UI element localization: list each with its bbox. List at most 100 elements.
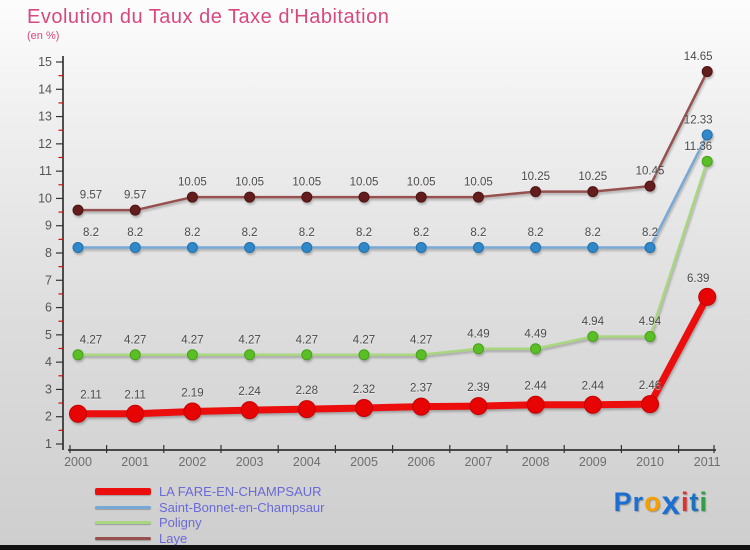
- data-point-marker: [472, 242, 484, 254]
- value-label: 4.27: [124, 334, 146, 346]
- data-point-marker: [72, 242, 84, 254]
- data-point-marker: [701, 66, 713, 78]
- data-point-marker: [186, 349, 198, 361]
- data-point-marker: [126, 404, 145, 423]
- value-label: 14.65: [684, 51, 713, 63]
- y-tick-label: 13: [38, 110, 52, 124]
- series-2: [72, 155, 713, 361]
- value-label: 4.94: [582, 316, 605, 328]
- value-label: 2.19: [181, 388, 203, 400]
- x-tick-label: 2002: [178, 455, 206, 469]
- value-label: 2.28: [296, 385, 318, 397]
- legend-item: Laye: [95, 531, 324, 547]
- data-point-marker: [358, 191, 370, 203]
- y-tick-label: 8: [45, 246, 52, 260]
- x-tick-label: 2001: [121, 455, 149, 469]
- legend-item: LA FARE-EN-CHAMPSAUR: [95, 484, 324, 500]
- data-point-marker: [469, 397, 488, 416]
- legend-label: Saint-Bonnet-en-Champsaur: [159, 499, 325, 515]
- value-label: 8.2: [299, 227, 315, 239]
- logo-letter: i: [699, 487, 708, 517]
- data-point-marker: [129, 204, 141, 216]
- x-tick-label: 2006: [407, 455, 435, 469]
- y-tick-label: 3: [45, 382, 52, 396]
- bottom-border-bar: [0, 545, 750, 550]
- value-label: 2.44: [582, 381, 605, 393]
- legend-label: Poligny: [159, 515, 202, 531]
- value-label: 8.2: [127, 227, 143, 239]
- x-tick-label: 2005: [350, 455, 378, 469]
- legend-swatch-blue-line: [95, 505, 151, 509]
- data-point-marker: [129, 242, 141, 254]
- logo-letter: t: [689, 487, 700, 517]
- legend-item: Saint-Bonnet-en-Champsaur: [95, 500, 324, 516]
- data-point-marker: [472, 343, 484, 355]
- x-tick-label: 2000: [64, 455, 92, 469]
- value-label: 4.94: [639, 316, 662, 328]
- data-point-marker: [301, 242, 313, 254]
- value-label: 2.46: [639, 380, 661, 392]
- value-label: 10.05: [407, 177, 436, 189]
- data-point-marker: [412, 397, 431, 416]
- data-point-marker: [301, 191, 313, 203]
- value-label: 8.2: [470, 227, 486, 239]
- data-point-marker: [472, 191, 484, 203]
- y-tick-label: 15: [38, 55, 52, 69]
- value-label: 10.05: [235, 177, 264, 189]
- y-tick-label: 10: [38, 191, 52, 205]
- data-point-marker: [415, 242, 427, 254]
- logo-letter: r: [632, 487, 645, 517]
- value-label: 8.2: [528, 227, 544, 239]
- logo-letter: P: [613, 487, 633, 517]
- data-point-marker: [358, 349, 370, 361]
- data-point-marker: [69, 404, 87, 423]
- series-line: [76, 133, 709, 249]
- data-point-marker: [301, 349, 313, 361]
- data-point-marker: [698, 287, 717, 306]
- data-point-marker: [244, 191, 256, 203]
- data-point-marker: [587, 242, 599, 254]
- y-tick-label: 9: [45, 219, 52, 233]
- data-point-marker: [244, 349, 256, 361]
- series-line: [76, 70, 709, 212]
- x-tick-label: 2007: [464, 455, 492, 469]
- value-label: 2.32: [353, 384, 375, 396]
- data-point-marker: [644, 330, 656, 342]
- y-tick-label: 11: [39, 164, 52, 178]
- series-0: [69, 287, 717, 423]
- value-label: 8.2: [83, 227, 99, 239]
- value-label: 4.49: [467, 328, 489, 340]
- legend-label: Laye: [159, 530, 188, 546]
- legend-item: Poligny: [95, 515, 324, 531]
- legend-swatch-brown-line: [95, 536, 151, 540]
- y-tick-label: 7: [45, 273, 52, 287]
- value-label: 8.2: [413, 227, 429, 239]
- data-point-marker: [186, 191, 198, 203]
- value-label: 4.27: [238, 334, 260, 346]
- data-point-marker: [186, 242, 198, 254]
- data-point-marker: [644, 242, 656, 254]
- page-title: Evolution du Taux de Taxe d'Habitation: [27, 6, 390, 28]
- data-point-marker: [297, 400, 316, 419]
- x-tick-label: 2004: [293, 455, 321, 469]
- data-point-marker: [530, 186, 542, 198]
- value-label: 4.27: [410, 334, 432, 346]
- data-point-marker: [526, 395, 545, 414]
- legend-swatch-red-line: [95, 488, 151, 496]
- value-label: 8.2: [642, 227, 658, 239]
- value-label: 9.57: [124, 190, 146, 202]
- value-label: 10.05: [350, 177, 379, 189]
- data-point-marker: [587, 330, 599, 342]
- data-point-marker: [701, 155, 713, 167]
- data-point-marker: [530, 242, 542, 254]
- data-point-marker: [72, 204, 84, 216]
- y-tick-label: 5: [45, 328, 52, 342]
- proxiti-logo: Proxiti: [613, 486, 708, 519]
- value-label: 2.37: [410, 383, 432, 395]
- value-label: 10.25: [521, 171, 550, 183]
- y-tick-label: 14: [38, 82, 52, 96]
- value-label: 4.49: [524, 328, 546, 340]
- series-1: [72, 129, 713, 254]
- data-point-marker: [641, 395, 659, 414]
